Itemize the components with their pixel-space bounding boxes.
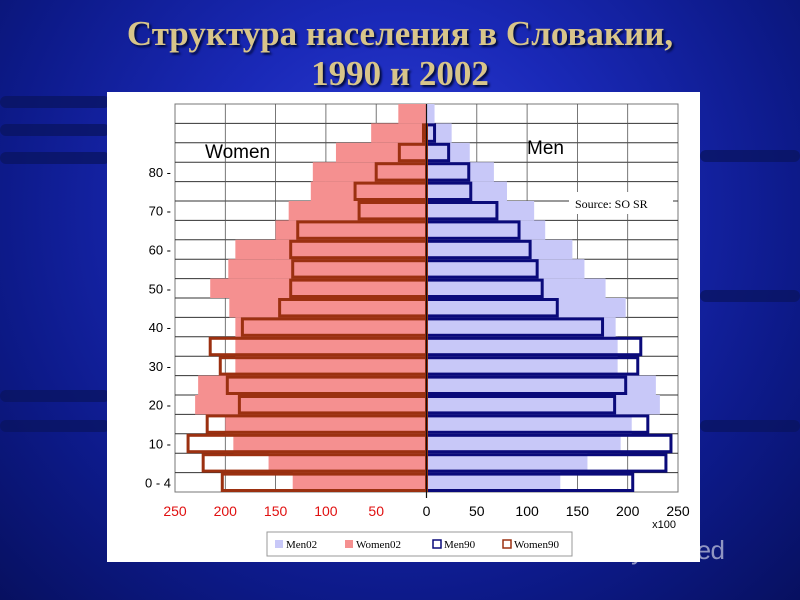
bar-men02 <box>426 239 573 260</box>
bar-men02 <box>426 123 452 143</box>
bar-men02 <box>426 375 656 395</box>
x-tick-label: 250 <box>163 503 187 519</box>
bar-women02 <box>275 220 427 240</box>
bar-men02 <box>426 278 606 298</box>
bar-women02 <box>228 259 427 279</box>
x-unit-note: x100 <box>652 519 676 531</box>
bar-men02 <box>426 317 616 337</box>
source-note-box <box>569 192 673 214</box>
bar-men02 <box>426 201 535 221</box>
legend-entry: Men02 <box>286 539 317 551</box>
y-tick-label: 50 - <box>149 281 171 296</box>
legend-swatch <box>432 539 442 549</box>
title-line-1: Структура населения в Словакии, <box>126 14 674 53</box>
y-tick-label: 20 - <box>149 398 171 413</box>
legend-swatch <box>502 539 512 549</box>
x-tick-label: 0 <box>423 503 431 519</box>
bar-women02 <box>235 239 427 260</box>
bar-men02 <box>426 181 507 201</box>
women-label: Women <box>205 142 270 163</box>
bar-men02 <box>426 453 588 473</box>
x-tick-label: 100 <box>515 503 539 519</box>
legend-swatch <box>275 540 283 548</box>
bar-women02 <box>310 181 427 201</box>
bar-women02 <box>235 356 427 376</box>
bar-women02 <box>233 433 427 454</box>
men-label: Men <box>527 138 564 159</box>
bar-men02 <box>426 472 561 492</box>
bar-women02 <box>268 453 427 473</box>
background-stripe <box>700 290 800 302</box>
bar-women02 <box>288 201 427 221</box>
bar-women02 <box>235 317 427 337</box>
background-stripe <box>700 150 800 162</box>
watermark-text: MyShared <box>610 535 725 565</box>
legend-entry: Women90 <box>514 539 559 551</box>
y-tick-label: 70 - <box>149 204 171 219</box>
bar-men02 <box>426 414 632 434</box>
x-tick-label: 250 <box>666 503 690 519</box>
x-tick-label: 150 <box>566 503 590 519</box>
bar-men02 <box>426 336 618 357</box>
x-tick-label: 150 <box>264 503 288 519</box>
title-line-2: 1990 и 2002 <box>311 54 489 93</box>
chart-panel: 0 - 4 10 - 20 - 30 - 40 - 50 - 60 - 70 - 80 - 250… <box>107 92 700 562</box>
bar-women02 <box>371 123 427 143</box>
legend-entry: Men90 <box>444 539 476 551</box>
bar-men02 <box>426 104 435 124</box>
bar-men02 <box>426 162 494 182</box>
legend-entry: Women02 <box>356 539 401 551</box>
slide-title: Структура населения в Словакии, 1990 и 2… <box>0 14 800 94</box>
population-pyramid-chart: 0 - 4 10 - 20 - 30 - 40 - 50 - 60 - 70 - 80 - 250… <box>145 103 690 557</box>
x-tick-label: 100 <box>314 503 338 519</box>
bar-men02 <box>426 298 626 318</box>
bar-men02 <box>426 220 546 240</box>
bar-women02 <box>398 104 427 124</box>
bar-men02 <box>426 433 621 454</box>
y-tick-label: 0 - 4 <box>145 475 171 490</box>
bar-women02 <box>312 162 427 182</box>
background-stripe <box>700 420 800 432</box>
legend-swatch <box>345 540 353 548</box>
bar-women02 <box>235 336 427 357</box>
background-stripe <box>0 124 110 136</box>
y-tick-label: 10 - <box>149 437 171 452</box>
y-tick-label: 40 - <box>149 320 171 335</box>
background-stripe <box>0 96 110 108</box>
source-note: Source: SO SR <box>575 197 648 211</box>
legend <box>266 531 573 557</box>
bar-women02 <box>225 414 427 434</box>
background-stripe <box>0 390 110 402</box>
bar-women02 <box>335 142 427 163</box>
y-tick-label: 80 - <box>149 165 171 180</box>
bar-women02 <box>198 375 427 395</box>
bar-men02 <box>426 356 618 376</box>
x-tick-label: 50 <box>368 503 384 519</box>
bar-men02 <box>426 259 585 279</box>
y-tick-label: 30 - <box>149 359 171 374</box>
bar-men02 <box>426 395 660 415</box>
bar-women02 <box>195 395 427 415</box>
bar-women02 <box>210 278 427 298</box>
x-tick-label: 50 <box>469 503 485 519</box>
background-stripe <box>0 420 110 432</box>
x-tick-label: 200 <box>616 503 640 519</box>
bar-women02 <box>292 472 427 492</box>
background-stripe <box>0 152 110 164</box>
x-tick-label: 200 <box>214 503 238 519</box>
y-tick-label: 60 - <box>149 243 171 258</box>
